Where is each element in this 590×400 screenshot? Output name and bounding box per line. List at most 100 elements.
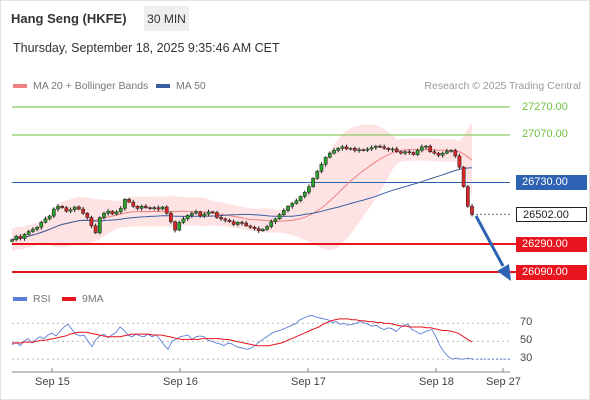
candle-body <box>210 211 215 214</box>
candle-body <box>139 206 144 209</box>
candle-body <box>340 146 345 149</box>
candle-body <box>453 150 458 157</box>
candle-body <box>131 201 136 207</box>
candle-body <box>394 148 399 152</box>
candle-body <box>43 218 48 223</box>
legend-rsi: RSI <box>13 293 51 305</box>
candle-body <box>219 217 223 220</box>
candle-body <box>173 221 177 231</box>
candle-body <box>465 186 470 207</box>
candle-body <box>127 199 131 203</box>
candle-body <box>332 150 336 154</box>
candle-body <box>177 222 182 231</box>
candle-body <box>185 215 190 220</box>
candle-body <box>327 152 332 158</box>
candle-body <box>223 218 228 221</box>
candle-body <box>344 146 349 150</box>
x-tick-label: Sep 16 <box>163 376 198 388</box>
ma20-swatch <box>13 84 27 88</box>
candle-body <box>77 206 81 210</box>
candle-body <box>415 150 420 155</box>
timeframe-button[interactable]: 30 MIN <box>144 6 189 31</box>
candle-body <box>265 226 269 230</box>
instrument-title: Hang Seng (HKFE) <box>11 11 127 26</box>
candle-body <box>428 145 433 152</box>
candle-body <box>164 206 169 214</box>
candle-body <box>148 207 152 209</box>
rsi-ma-line <box>12 318 473 347</box>
candle-body <box>240 222 244 224</box>
level-label-5: 26090.00 <box>516 264 587 280</box>
candle-body <box>160 206 165 210</box>
candle-body <box>436 152 441 156</box>
candle-body <box>35 227 39 230</box>
legend-ma50: MA 50 <box>156 80 206 92</box>
candle-body <box>348 148 353 150</box>
candle-body <box>85 213 90 218</box>
candle-body <box>248 225 253 228</box>
legend-rsi-ma: 9MA <box>62 293 104 305</box>
candle-body <box>323 157 328 165</box>
candle-body <box>294 200 299 204</box>
candle-body <box>424 145 428 148</box>
copyright-text: Research © 2025 Trading Central <box>424 80 581 92</box>
candle-body <box>277 214 282 220</box>
x-tick-label: Sep 15 <box>35 376 70 388</box>
candle-body <box>10 239 14 242</box>
x-tick-label: Sep 18 <box>419 376 454 388</box>
candle-body <box>89 217 94 227</box>
candle-body <box>311 178 315 187</box>
candle-body <box>403 151 407 154</box>
chart-datetime: Thursday, September 18, 2025 9:35:46 AM … <box>13 41 280 55</box>
candle-body <box>152 207 157 209</box>
candle-body <box>407 151 412 153</box>
candle-body <box>382 146 387 149</box>
candle-body <box>315 171 320 179</box>
rsi-legend-label: RSI <box>33 293 51 305</box>
ma50-line <box>11 167 473 241</box>
rsi-swatch <box>13 297 27 301</box>
candle-body <box>64 207 69 212</box>
candle-body <box>143 206 148 208</box>
candle-body <box>106 210 111 214</box>
candle-body <box>47 215 52 220</box>
candle-body <box>390 148 395 151</box>
candle-body <box>461 166 466 187</box>
candle-body <box>269 221 274 227</box>
candle-body <box>97 217 102 234</box>
candle-body <box>102 213 106 218</box>
candle-body <box>273 218 278 222</box>
rsi-ma-swatch <box>62 297 76 301</box>
candle-body <box>114 211 119 215</box>
candle-body <box>244 222 249 227</box>
candle-body <box>353 148 357 151</box>
candle-body <box>302 192 307 197</box>
candle-body <box>81 208 85 214</box>
candle-body <box>202 213 207 217</box>
candle-body <box>386 148 391 150</box>
candle-body <box>156 207 161 210</box>
rsi-tick-label: 70 <box>520 316 533 329</box>
candle-body <box>369 147 374 150</box>
candle-body <box>361 149 366 151</box>
candle-body <box>39 222 44 228</box>
candle-body <box>298 196 303 201</box>
candle-body <box>198 211 203 217</box>
candle-body <box>290 203 295 207</box>
candle-body <box>123 199 127 209</box>
candle-body <box>68 209 73 212</box>
candle-body <box>60 206 65 208</box>
candle-body <box>411 152 416 155</box>
candle-body <box>399 151 403 154</box>
level-label-2: 26730.00 <box>516 175 587 190</box>
candle-body <box>252 227 257 229</box>
candle-body <box>470 206 474 215</box>
ma50-swatch <box>156 84 170 88</box>
candle-body <box>231 221 236 225</box>
level-label-4: 26290.00 <box>516 236 587 252</box>
candle-body <box>135 206 140 209</box>
candle-body <box>22 233 27 239</box>
candle-body <box>445 150 449 154</box>
candle-body <box>261 229 265 232</box>
rsi-ma-legend-label: 9MA <box>82 293 104 305</box>
